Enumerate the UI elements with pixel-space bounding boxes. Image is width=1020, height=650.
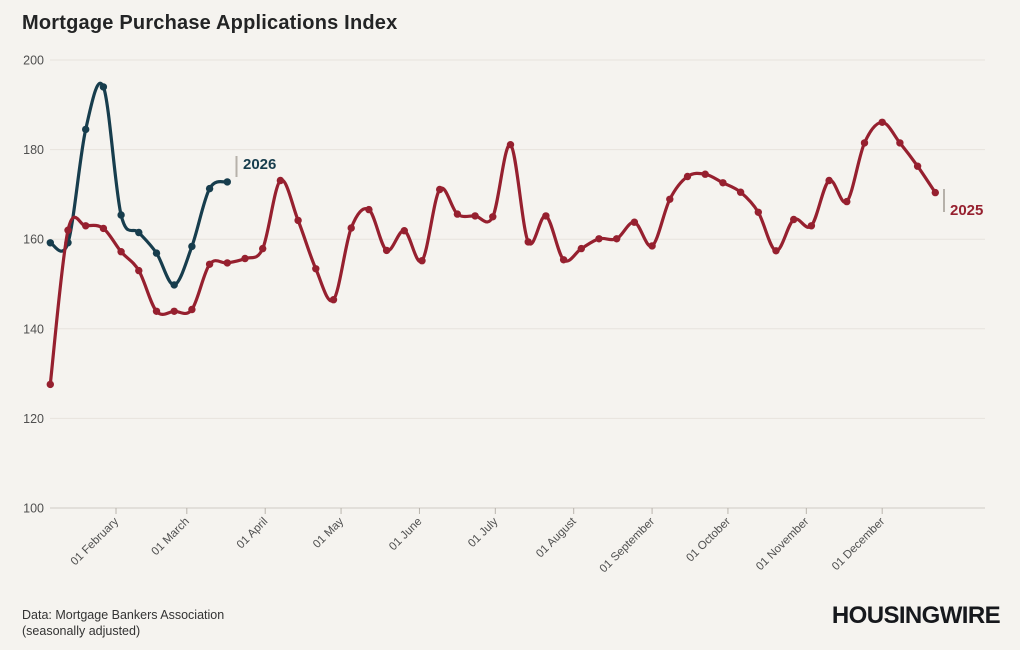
data-point-2026 xyxy=(205,184,214,193)
data-point-2025 xyxy=(205,260,214,268)
series-label-2025: 2025 xyxy=(950,202,984,219)
data-point-2025 xyxy=(542,212,550,220)
data-point-2026 xyxy=(99,83,108,91)
data-point-2025 xyxy=(117,248,125,256)
data-point-2025 xyxy=(772,247,780,255)
data-point-2025 xyxy=(453,210,462,218)
data-point-2025 xyxy=(170,307,178,315)
x-tick-label: 01 December xyxy=(830,516,887,573)
data-point-2025 xyxy=(436,185,444,194)
data-point-2025 xyxy=(294,216,302,225)
data-point-2025 xyxy=(613,235,621,243)
source-line-1: Data: Mortgage Bankers Association xyxy=(22,608,225,622)
data-point-2025 xyxy=(666,195,674,203)
data-point-2025 xyxy=(931,188,939,197)
data-point-2025 xyxy=(878,118,886,127)
data-point-2025 xyxy=(241,254,249,263)
data-point-2025 xyxy=(471,212,479,220)
data-point-2025 xyxy=(152,307,161,315)
data-point-2025 xyxy=(82,222,90,230)
series-line-2026 xyxy=(48,81,229,287)
data-point-2025 xyxy=(489,213,497,221)
data-point-2025 xyxy=(719,179,727,187)
data-point-2025 xyxy=(46,380,54,389)
data-point-2025 xyxy=(683,172,692,181)
data-point-2025 xyxy=(64,226,72,234)
data-point-2026 xyxy=(188,242,196,251)
y-tick-label: 100 xyxy=(23,502,44,516)
data-point-2025 xyxy=(754,208,762,216)
data-point-2025 xyxy=(347,224,355,232)
x-tick-label: 01 October xyxy=(684,516,733,565)
x-tick-label: 01 February xyxy=(69,515,122,568)
x-tick-label: 01 September xyxy=(598,516,658,576)
data-point-2026 xyxy=(82,125,90,134)
data-point-2025 xyxy=(701,170,709,178)
data-point-2025 xyxy=(524,238,532,246)
data-point-2025 xyxy=(825,176,833,185)
data-point-2025 xyxy=(135,266,143,275)
data-point-2025 xyxy=(630,218,639,226)
data-point-2026 xyxy=(170,281,178,289)
chart-title: Mortgage Purchase Applications Index xyxy=(22,12,398,34)
data-point-2025 xyxy=(648,242,656,250)
data-point-2025 xyxy=(843,197,851,206)
x-tick-label: 01 June xyxy=(387,516,424,553)
data-point-2025 xyxy=(896,139,904,147)
data-point-2025 xyxy=(913,162,922,170)
data-point-2025 xyxy=(259,244,267,253)
source-line-2: (seasonally adjusted) xyxy=(22,624,141,638)
data-point-2025 xyxy=(807,222,816,230)
x-tick-label: 01 November xyxy=(754,516,811,573)
data-point-2025 xyxy=(595,235,603,243)
data-point-2025 xyxy=(99,224,108,233)
data-point-2025 xyxy=(382,246,391,255)
data-point-2025 xyxy=(559,256,568,264)
data-point-2025 xyxy=(418,257,426,265)
data-point-2025 xyxy=(860,139,869,147)
data-point-2025 xyxy=(188,305,196,314)
data-point-2025 xyxy=(223,259,231,267)
data-point-2025 xyxy=(276,176,285,185)
data-point-2025 xyxy=(312,265,320,273)
data-source: Data: Mortgage Bankers Association (seas… xyxy=(22,607,224,639)
data-point-2025 xyxy=(329,296,338,304)
data-point-2025 xyxy=(365,205,373,214)
data-point-2025 xyxy=(400,227,408,235)
data-point-2025 xyxy=(577,244,585,253)
series-line-2025 xyxy=(48,120,937,386)
data-point-2026 xyxy=(223,178,231,186)
data-point-2026 xyxy=(46,239,54,247)
x-tick-label: 01 August xyxy=(534,515,579,560)
data-point-2026 xyxy=(152,249,161,257)
series-label-2026: 2026 xyxy=(243,156,277,173)
data-point-2026 xyxy=(117,211,125,219)
y-tick-label: 120 xyxy=(23,412,44,426)
data-point-2025 xyxy=(790,215,798,224)
data-point-2026 xyxy=(135,228,143,237)
y-tick-label: 140 xyxy=(23,322,44,336)
y-tick-label: 200 xyxy=(23,54,44,68)
y-tick-label: 180 xyxy=(23,143,44,157)
y-tick-label: 160 xyxy=(23,233,44,247)
x-tick-label: 01 April xyxy=(235,516,271,552)
housingwire-logo: HOUSINGWIRE xyxy=(831,602,1001,629)
data-point-2025 xyxy=(506,141,515,149)
x-tick-label: 01 May xyxy=(311,515,346,550)
data-point-2025 xyxy=(736,188,745,196)
x-tick-label: 01 July xyxy=(466,515,500,549)
x-tick-label: 01 March xyxy=(150,516,192,558)
